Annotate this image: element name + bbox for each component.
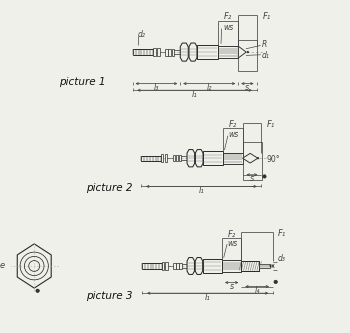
Bar <box>165 49 168 56</box>
Bar <box>197 45 218 59</box>
Text: s: s <box>245 83 250 93</box>
Text: R: R <box>261 40 267 49</box>
Text: F₂: F₂ <box>224 12 232 21</box>
Bar <box>133 49 153 55</box>
Bar <box>161 155 163 162</box>
Text: l₁: l₁ <box>205 293 211 302</box>
Bar <box>173 263 176 269</box>
Text: picture 3: picture 3 <box>86 291 132 301</box>
Bar <box>259 264 270 268</box>
Polygon shape <box>187 150 195 167</box>
Circle shape <box>270 265 271 267</box>
Bar <box>172 49 174 56</box>
Bar <box>223 153 243 164</box>
Text: ws: ws <box>227 239 237 248</box>
Bar <box>203 259 222 272</box>
Bar <box>157 48 160 56</box>
Bar <box>243 142 262 180</box>
Text: l₁: l₁ <box>198 186 204 195</box>
Text: F₁: F₁ <box>262 12 271 21</box>
Bar <box>141 156 161 161</box>
Polygon shape <box>243 154 258 163</box>
Polygon shape <box>238 46 246 58</box>
Bar <box>241 261 259 271</box>
Bar <box>142 263 162 269</box>
Polygon shape <box>17 244 51 288</box>
Bar <box>178 155 181 162</box>
Bar <box>165 155 167 162</box>
Text: s: s <box>230 282 234 291</box>
Bar <box>176 155 178 162</box>
Text: F₁: F₁ <box>278 229 286 238</box>
Text: l₄: l₄ <box>254 286 260 295</box>
Circle shape <box>274 280 277 284</box>
Bar <box>173 155 175 162</box>
Circle shape <box>263 175 266 178</box>
Bar <box>153 48 156 56</box>
Bar <box>222 260 242 271</box>
Bar <box>238 40 257 71</box>
Circle shape <box>36 289 39 292</box>
Text: d₃: d₃ <box>278 254 286 263</box>
Text: l₁: l₁ <box>192 90 197 99</box>
Bar <box>176 263 178 269</box>
Polygon shape <box>187 257 195 274</box>
Bar <box>179 263 182 269</box>
Circle shape <box>257 158 259 159</box>
Bar <box>218 46 238 58</box>
Polygon shape <box>180 43 188 61</box>
Text: picture 1: picture 1 <box>58 77 105 87</box>
Text: d₁: d₁ <box>261 51 270 60</box>
Text: e: e <box>0 261 5 270</box>
Text: l₃: l₃ <box>154 83 159 93</box>
Text: F₁: F₁ <box>267 120 275 129</box>
Text: ws: ws <box>223 23 233 32</box>
Text: ws: ws <box>228 131 238 140</box>
Polygon shape <box>189 43 197 61</box>
Text: s: s <box>250 174 254 183</box>
Text: F₂: F₂ <box>229 120 237 129</box>
Text: d₂: d₂ <box>138 30 146 39</box>
Bar <box>241 261 259 271</box>
Polygon shape <box>195 150 203 167</box>
Bar <box>203 152 223 165</box>
Bar <box>168 49 171 56</box>
Text: F₂: F₂ <box>228 230 236 239</box>
Text: 90°: 90° <box>266 156 280 165</box>
Polygon shape <box>195 257 203 274</box>
Circle shape <box>247 51 248 53</box>
Bar <box>162 262 164 270</box>
Bar <box>166 262 168 270</box>
Text: l₂: l₂ <box>206 83 212 93</box>
Text: picture 2: picture 2 <box>86 183 132 193</box>
